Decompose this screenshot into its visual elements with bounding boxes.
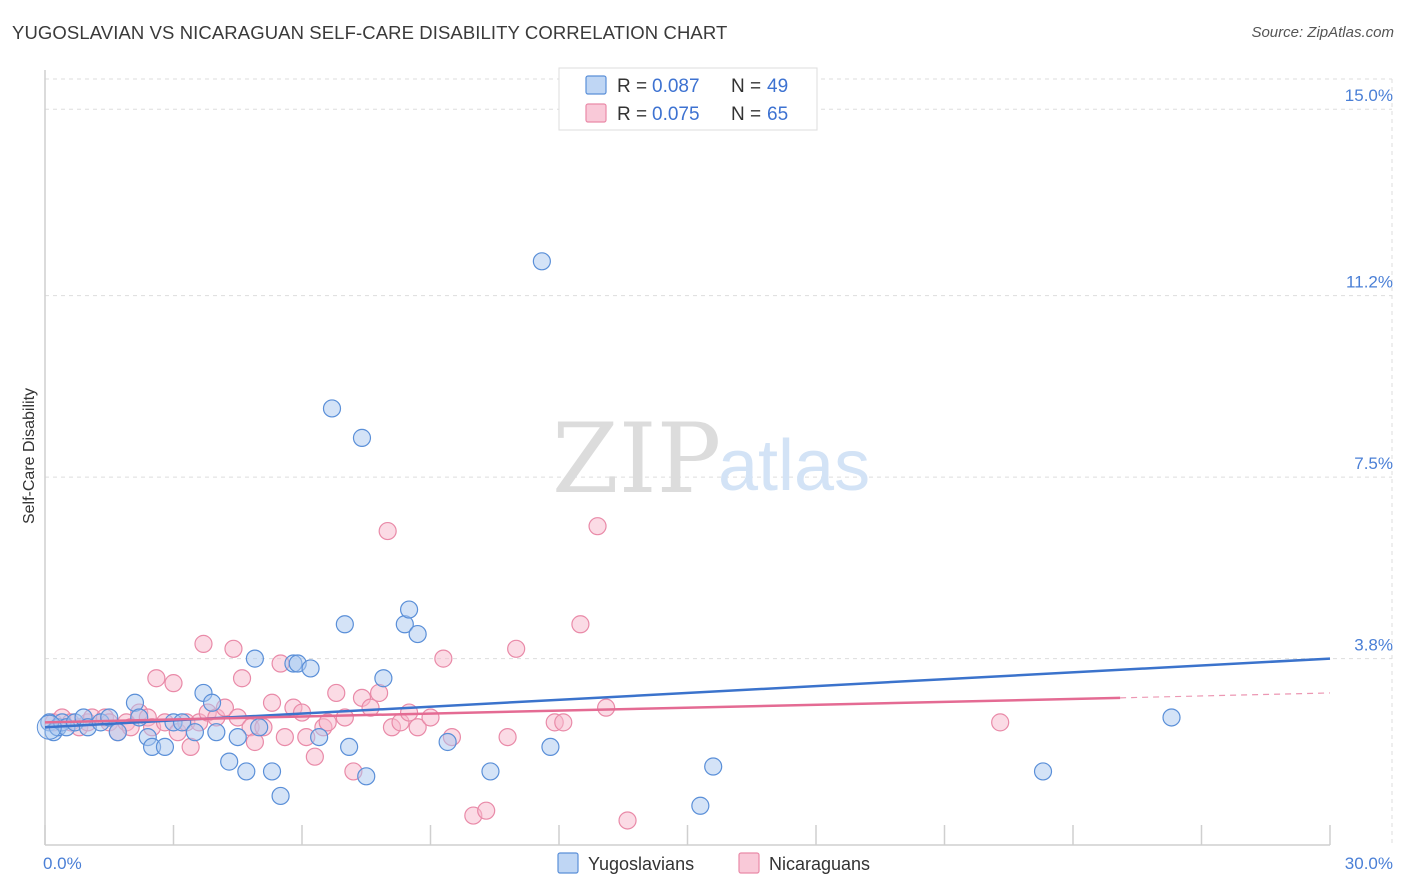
watermark: ZIP atlas [552,403,870,515]
y-tick-label: 3.8% [1354,636,1393,655]
point-yugoslavian [374,669,393,688]
point-nicaraguan [477,801,496,820]
trend-line-nicaraguans-extension [1120,692,1331,699]
point-yugoslavian [352,428,372,447]
trend-line-nicaraguans [44,696,1121,724]
legend-n-value-nicaraguans: 65 [767,104,788,125]
legend-swatch-yugoslavians [585,75,607,95]
y-axis-label: Self-Care Disability [21,388,38,524]
point-nicaraguan [618,811,637,830]
point-nicaraguan [335,708,354,727]
y-tick-label: 7.5% [1354,454,1393,473]
trend-line-yugoslavians [44,657,1331,729]
bottom-legend-label-nicaraguans: Nicaraguans [769,854,870,874]
point-nicaraguan [421,708,440,727]
legend-n-label-nicaraguans: N = [731,104,761,125]
y-tick-label: 11.2% [1346,273,1393,292]
point-nicaraguan [318,713,337,732]
point-yugoslavian [310,727,329,747]
point-yugoslavian [408,624,427,644]
point-yugoslavian [207,723,226,742]
point-nicaraguan [275,727,294,747]
point-yugoslavian [481,762,500,781]
point-yugoslavian [228,727,247,747]
point-yugoslavian [357,767,376,786]
x-tick-label: 0.0% [43,854,82,873]
point-yugoslavian [704,757,723,776]
bottom-legend-swatch-yugoslavians [557,852,579,874]
point-nicaraguan [507,639,526,658]
point-yugoslavian [541,737,560,756]
y-tick-label: 15.0% [1345,86,1393,105]
point-yugoslavian [691,796,710,815]
legend-n-label-yugoslavians: N = [731,76,761,97]
bottom-legend-swatch-nicaraguans [738,852,760,874]
legend-r-label-nicaraguans: R = [617,104,647,125]
point-nicaraguan [224,639,243,658]
point-yugoslavian [185,723,205,742]
bottom-legend: Yugoslavians Nicaraguans [557,852,870,874]
point-yugoslavian [335,615,354,634]
point-nicaraguan [164,674,183,693]
point-nicaraguan [434,649,453,668]
legend-r-value-nicaraguans: 0.075 [652,104,700,125]
legend-r-value-yugoslavians: 0.087 [652,76,700,97]
point-yugoslavian [301,659,320,678]
point-yugoslavian [155,737,175,756]
point-nicaraguan [327,683,346,703]
point-yugoslavian [1033,762,1053,781]
point-nicaraguan [147,669,166,688]
point-yugoslavian [322,399,342,418]
point-nicaraguan [262,693,282,712]
point-yugoslavian [108,723,127,742]
x-tick-label: 30.0% [1345,854,1393,873]
watermark-zip: ZIP [552,403,721,515]
point-yugoslavian [220,752,239,771]
point-nicaraguan [378,521,397,541]
points-layer [36,252,1181,830]
point-nicaraguan [597,698,616,717]
point-yugoslavian [340,737,359,756]
point-yugoslavian [237,762,256,781]
legend-r-label-yugoslavians: R = [617,76,647,97]
point-yugoslavian [399,600,419,619]
point-yugoslavian [245,649,264,668]
trend-layer [44,657,1331,729]
point-yugoslavian [532,252,551,271]
point-yugoslavian [202,693,222,712]
bottom-legend-label-yugoslavians: Yugoslavians [588,854,694,874]
legend-n-value-yugoslavians: 49 [767,76,788,97]
point-yugoslavian [271,786,290,806]
point-yugoslavian [438,732,457,752]
point-yugoslavian [262,762,282,781]
chart-title: YUGOSLAVIAN VS NICARAGUAN SELF-CARE DISA… [12,22,728,43]
point-nicaraguan [571,615,590,634]
point-nicaraguan [408,718,427,737]
point-nicaraguan [305,747,324,766]
watermark-atlas: atlas [718,426,870,506]
point-nicaraguan [498,727,517,747]
point-nicaraguan [991,713,1010,732]
legend-swatch-nicaraguans [585,103,607,123]
point-yugoslavian [1162,708,1181,727]
point-yugoslavian [250,718,269,737]
point-nicaraguan [588,517,607,536]
axis-layer: 3.8% 7.5% 11.2% 15.0% 0.0% 30.0% [43,70,1393,873]
point-nicaraguan [554,713,573,732]
source-label: Source: ZipAtlas.com [1251,24,1394,41]
point-nicaraguan [232,669,252,688]
top-legend: R = 0.087 N = 49 R = 0.075 N = 65 [558,67,818,131]
point-nicaraguan [194,634,213,653]
